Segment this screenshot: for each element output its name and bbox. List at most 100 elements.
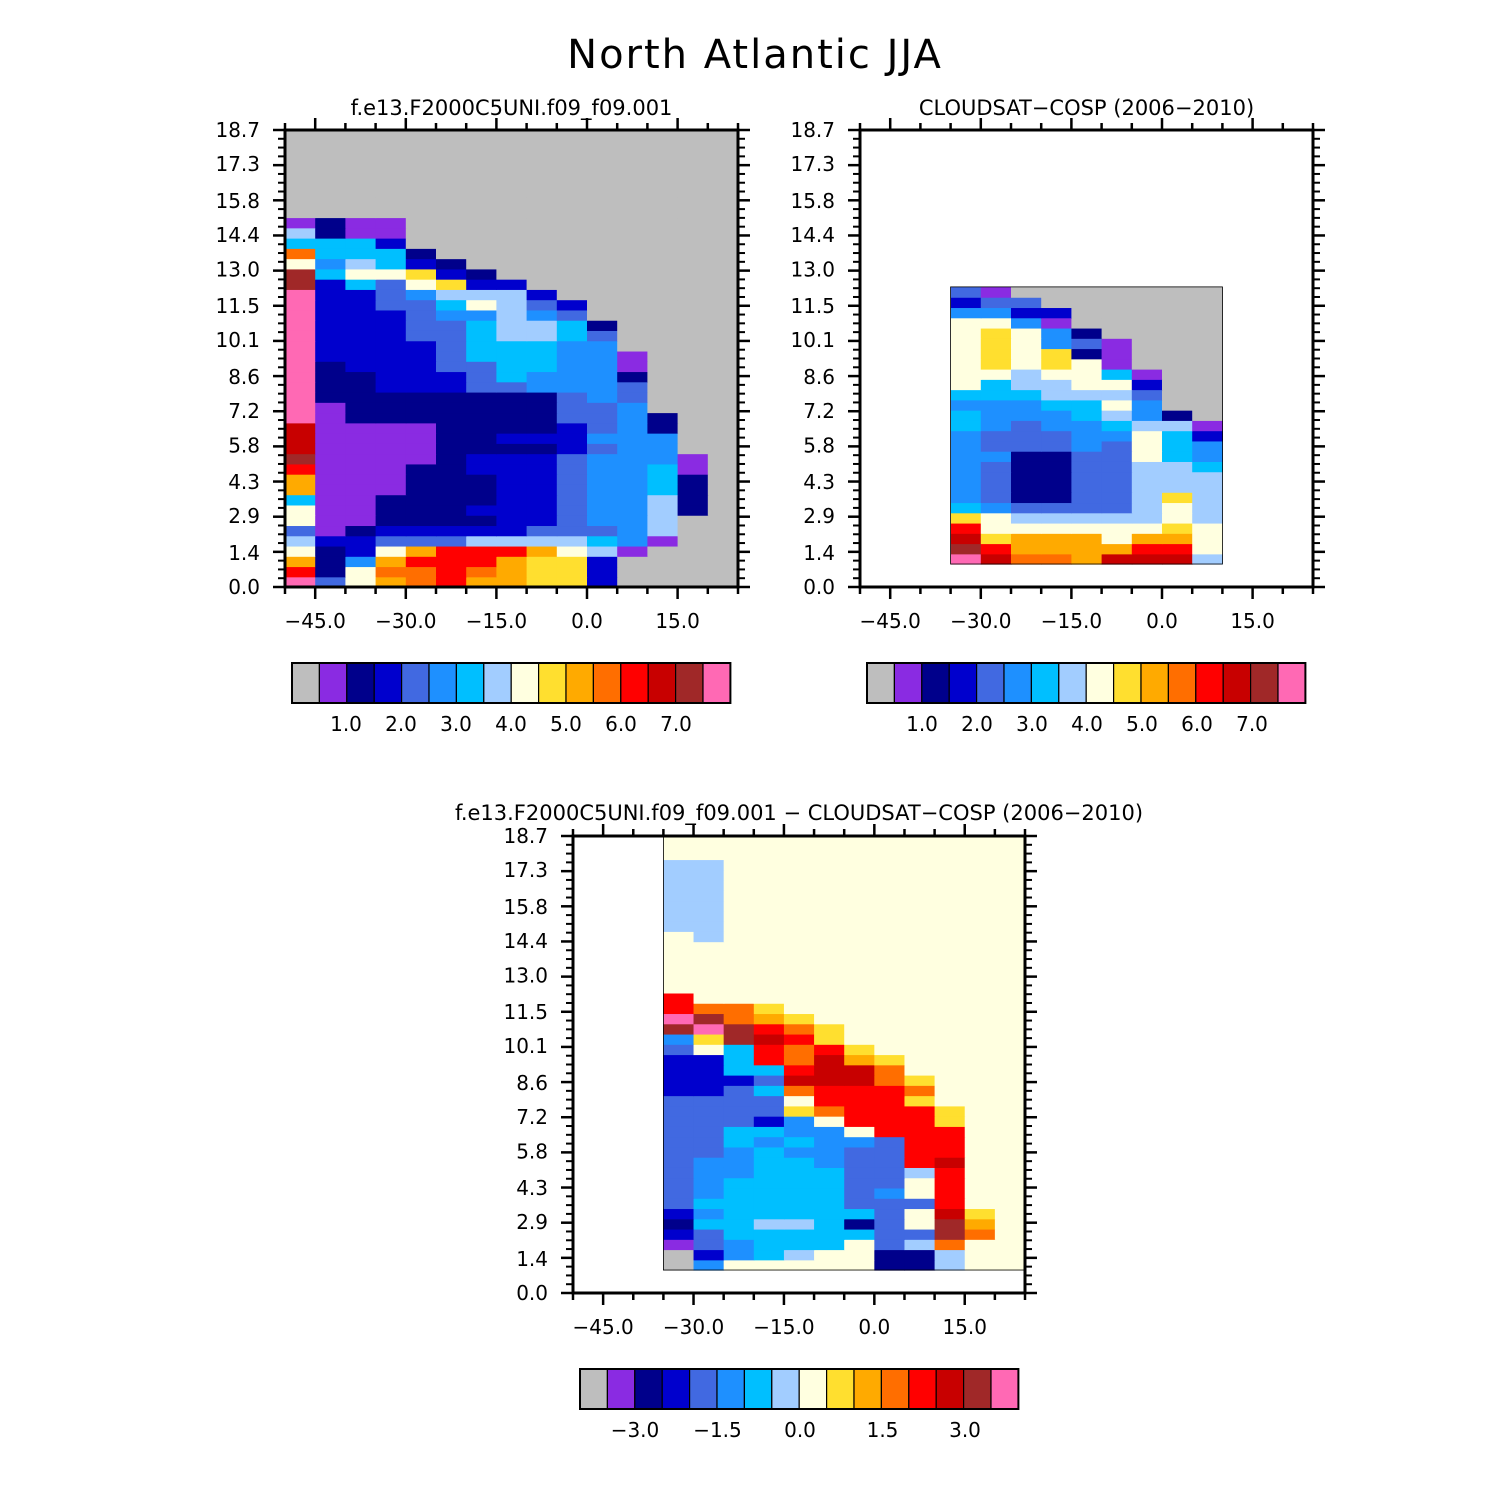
- heatmap-cell: [526, 299, 558, 311]
- x-tick-label: 0.0: [571, 609, 603, 633]
- x-tick-label: −30.0: [375, 609, 436, 633]
- heatmap-cell: [874, 1157, 906, 1168]
- heatmap-cell: [375, 484, 407, 496]
- heatmap-cell: [1041, 379, 1072, 391]
- heatmap-cell: [844, 1023, 875, 1035]
- heatmap-cell: [753, 849, 785, 861]
- heatmap-cell: [844, 962, 875, 973]
- heatmap-cell: [345, 135, 377, 147]
- heatmap-cell: [994, 1075, 1026, 1086]
- colorbar-swatch: [373, 662, 403, 704]
- heatmap-cell: [677, 453, 709, 465]
- heatmap-cell: [526, 361, 558, 373]
- heatmap-cell: [405, 515, 437, 527]
- heatmap-cell: [707, 381, 739, 393]
- heatmap-cell: [556, 566, 588, 578]
- heatmap-cell: [783, 890, 815, 902]
- heatmap-cell: [1192, 481, 1223, 493]
- heatmap-cell: [285, 484, 316, 496]
- heatmap-cell: [647, 535, 679, 547]
- heatmap-cell: [647, 258, 679, 270]
- colorbar-swatch: [1030, 662, 1060, 704]
- heatmap-cell: [647, 176, 679, 188]
- heatmap-cell: [1071, 348, 1103, 360]
- heatmap-cell: [526, 186, 558, 198]
- heatmap-cell: [707, 576, 739, 588]
- heatmap-cell: [466, 474, 497, 485]
- heatmap-cell: [707, 443, 739, 455]
- heatmap-cell: [783, 1218, 815, 1230]
- heatmap-cell: [814, 1023, 845, 1035]
- heatmap-cell: [980, 553, 1012, 565]
- heatmap-cell: [994, 1187, 1026, 1199]
- heatmap-cell: [436, 576, 467, 588]
- heatmap-cell: [994, 910, 1026, 922]
- heatmap-cell: [375, 391, 407, 403]
- heatmap-cell: [556, 258, 588, 270]
- heatmap-cell: [814, 859, 845, 871]
- heatmap-cell: [315, 535, 346, 547]
- heatmap-cell: [345, 248, 377, 260]
- heatmap-cell: [617, 130, 648, 136]
- heatmap-cell: [693, 849, 725, 861]
- heatmap-cell: [994, 890, 1026, 902]
- heatmap-cell: [1101, 543, 1133, 555]
- heatmap-cell: [904, 941, 936, 953]
- heatmap-cell: [375, 402, 407, 414]
- heatmap-cell: [587, 391, 618, 403]
- heatmap-cell: [783, 910, 815, 922]
- heatmap-cell: [1071, 461, 1103, 473]
- heatmap-cell: [783, 941, 815, 953]
- heatmap-cell: [436, 227, 467, 239]
- heatmap-cell: [375, 289, 407, 301]
- heatmap-cell: [375, 320, 407, 331]
- heatmap-cell: [964, 849, 996, 861]
- heatmap-cell: [814, 879, 845, 891]
- heatmap-cell: [964, 1054, 996, 1066]
- x-tick-label: −45.0: [860, 609, 921, 633]
- heatmap-cell: [707, 227, 739, 239]
- heatmap-cell: [904, 982, 936, 994]
- heatmap-cell: [1041, 512, 1072, 524]
- heatmap-cell: [980, 481, 1012, 493]
- heatmap-cell: [617, 361, 648, 373]
- heatmap-cell: [723, 1249, 755, 1261]
- heatmap-cell: [1162, 307, 1193, 319]
- heatmap-cell: [994, 1228, 1026, 1240]
- colorbar-swatch: [880, 1368, 910, 1410]
- heatmap-cell: [617, 258, 648, 270]
- heatmap-cell: [844, 1259, 875, 1271]
- heatmap-cell: [647, 130, 679, 136]
- heatmap-cell: [934, 972, 966, 984]
- heatmap-cell: [556, 279, 588, 290]
- heatmap-cell: [980, 358, 1012, 370]
- heatmap-cell: [964, 1228, 996, 1240]
- heatmap-cell: [587, 350, 618, 362]
- heatmap-cell: [436, 279, 467, 290]
- heatmap-cell: [436, 176, 467, 188]
- heatmap-cell: [693, 992, 725, 1004]
- heatmap-cell: [315, 130, 346, 136]
- heatmap-cell: [556, 515, 588, 527]
- heatmap-cell: [1131, 502, 1163, 514]
- heatmap-cell: [677, 402, 709, 414]
- heatmap-cell: [844, 1105, 875, 1117]
- heatmap-cell: [1071, 430, 1103, 442]
- heatmap-cell: [1162, 327, 1193, 339]
- heatmap-cell: [874, 910, 906, 922]
- heatmap-cell: [663, 859, 695, 871]
- heatmap-cell: [783, 1044, 815, 1056]
- heatmap-cell: [964, 1075, 996, 1086]
- heatmap-cell: [707, 217, 739, 229]
- heatmap-cell: [844, 1218, 875, 1230]
- colorbar-label: 3.0: [1016, 712, 1048, 736]
- heatmap-cell: [844, 972, 875, 984]
- heatmap-cell: [587, 155, 618, 167]
- heatmap-cell: [934, 838, 966, 850]
- heatmap-cell: [556, 196, 588, 208]
- heatmap-cell: [647, 320, 679, 331]
- heatmap-cell: [1071, 440, 1103, 452]
- heatmap-cell: [814, 982, 845, 994]
- heatmap-cell: [814, 1177, 845, 1189]
- heatmap-cell: [315, 422, 346, 434]
